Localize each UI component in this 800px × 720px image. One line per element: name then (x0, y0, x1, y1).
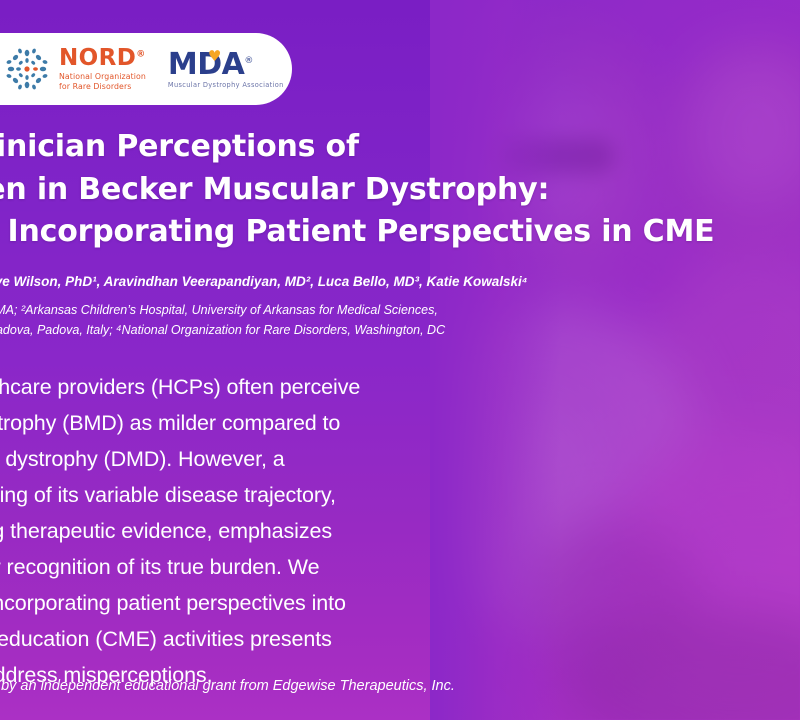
body-line-2: dystrophy (BMD) as milder compared to (0, 410, 341, 435)
nord-registered: ® (136, 49, 146, 60)
funding-statement: orted by an independent educational gran… (0, 678, 455, 694)
affiliation-line-2: y of Padova, Padova, Italy; ⁴National Or… (0, 323, 446, 338)
body-line-6: ater recognition of its true burden. We (0, 555, 320, 580)
body-line-1: ealthcare providers (HCPs) often perceiv… (0, 374, 361, 399)
purple-overlay-left (0, 0, 430, 720)
mda-registered: ® (244, 55, 253, 66)
title-line-2: den in Becker Muscular Dystrophy: (0, 171, 550, 207)
page-title: Clinician Perceptions of den in Becker M… (0, 0, 715, 254)
body-line-5: ging therapeutic evidence, emphasizes (0, 518, 333, 543)
author-list: D¹, Eve Wilson, PhD¹, Aravindhan Veerapa… (0, 273, 528, 289)
nord-wordmark: NORD® National Organization for Rare Dis… (59, 47, 146, 91)
title-line-3: of Incorporating Patient Perspectives in… (0, 214, 715, 250)
affiliation-line-1: ham, MA; ²Arkansas Children’s Hospital, … (0, 303, 438, 318)
mda-tagline: Muscular Dystrophy Association (167, 80, 284, 89)
affiliations: ham, MA; ²Arkansas Children’s Hospital, … (0, 300, 684, 341)
nord-tagline: National Organization for Rare Disorders (59, 72, 146, 91)
heart-icon: ♥ (207, 46, 221, 65)
purple-overlay-fade (430, 0, 560, 720)
poster-content: Clinician Perceptions of den in Becker M… (0, 0, 715, 694)
title-line-1: Clinician Perceptions of (0, 129, 359, 164)
nord-tagline-line1: National Organization (59, 72, 146, 81)
mda-wordmark: MDA® ♥ (167, 46, 253, 82)
body-line-9: o address misperceptions. (0, 663, 213, 688)
body-line-3: ular dystrophy (DMD). However, a (0, 446, 285, 471)
abstract-body: ealthcare providers (HCPs) often perceiv… (0, 369, 684, 694)
logo-badge: NORD® National Organization for Rare Dis… (0, 33, 292, 105)
nord-tagline-line2: for Rare Disorders (59, 81, 132, 91)
body-line-8: cal education (CME) activities presents (0, 627, 332, 652)
nord-logo: NORD® National Organization for Rare Dis… (2, 44, 146, 94)
body-line-7: at incorporating patient perspectives in… (0, 591, 346, 616)
body-line-4: anding of its variable disease trajector… (0, 482, 336, 507)
mda-logo: MDA® ♥ Muscular Dystrophy Association (167, 46, 284, 89)
starburst-icon (2, 44, 52, 94)
nord-name: NORD® (59, 45, 146, 71)
